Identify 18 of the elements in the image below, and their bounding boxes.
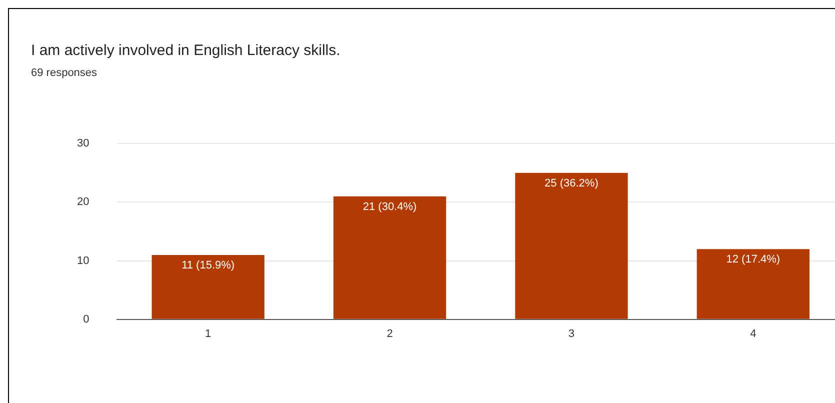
chart-subtitle: 69 responses <box>31 67 98 79</box>
data-label: 25 (36.2%) <box>544 177 598 190</box>
y-tick-label: 20 <box>76 196 90 208</box>
data-label: 11 (15.9%) <box>182 259 235 272</box>
x-tick-label: 2 <box>386 328 393 340</box>
y-tick-label: 0 <box>83 313 90 326</box>
x-tick-label: 1 <box>205 328 212 340</box>
x-tick-label: 4 <box>750 328 756 340</box>
bar <box>333 196 446 319</box>
y-tick-label: 10 <box>76 254 90 267</box>
y-tick-label: 30 <box>76 138 90 150</box>
data-label: 21 (30.4%) <box>362 200 417 213</box>
x-tick-label: 3 <box>568 328 575 340</box>
bar <box>152 254 264 319</box>
data-label: 12 (17.4%) <box>726 254 780 266</box>
chart-title: I am actively involved in English Literacy skills. <box>31 42 340 59</box>
bar <box>696 249 810 319</box>
bar <box>515 172 628 319</box>
